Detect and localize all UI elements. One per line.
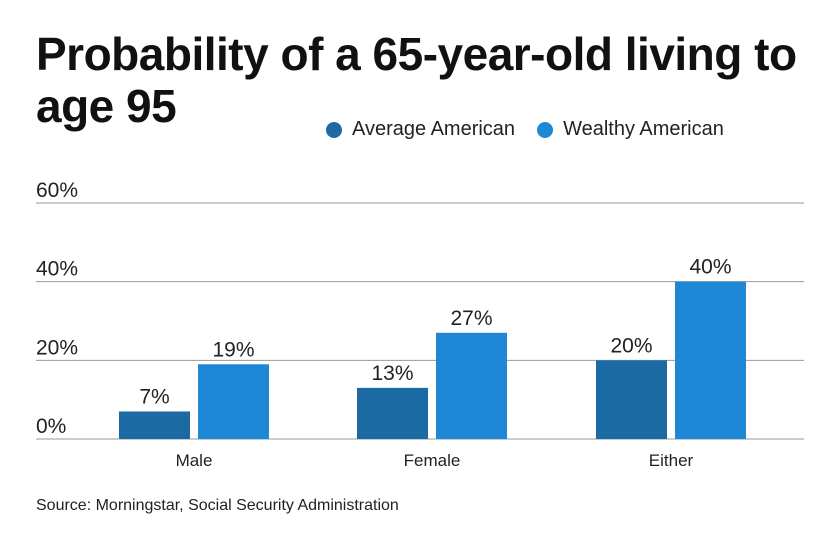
y-tick-label: 0% bbox=[36, 415, 66, 438]
legend-item-wealthy: Wealthy American bbox=[537, 118, 724, 141]
bar-wealthy bbox=[436, 332, 507, 439]
bar-average bbox=[357, 387, 428, 439]
data-label: 19% bbox=[212, 338, 254, 361]
legend-label-wealthy: Wealthy American bbox=[563, 118, 724, 140]
data-label: 13% bbox=[371, 362, 413, 385]
bar-average bbox=[119, 411, 190, 439]
y-tick-label: 40% bbox=[36, 258, 78, 281]
data-label: 40% bbox=[689, 256, 731, 279]
x-tick-label: Male bbox=[176, 451, 213, 470]
data-label: 7% bbox=[139, 385, 169, 408]
legend-swatch-average bbox=[326, 121, 342, 138]
y-tick-label: 20% bbox=[36, 336, 78, 359]
y-tick-label: 60% bbox=[36, 179, 78, 202]
data-label: 20% bbox=[610, 334, 652, 357]
bar-average bbox=[596, 360, 667, 439]
legend-label-average: Average American bbox=[352, 118, 516, 140]
legend-swatch-wealthy bbox=[537, 121, 554, 138]
bar-wealthy bbox=[675, 281, 746, 439]
x-tick-label: Either bbox=[649, 451, 694, 470]
legend-item-average: Average American bbox=[326, 118, 515, 141]
legend: Average American Wealthy American bbox=[326, 118, 746, 141]
chart-title: Probability of a 65-year-old living to a… bbox=[36, 28, 797, 132]
bar-wealthy bbox=[198, 364, 269, 439]
source-note: Source: Morningstar, Social Security Adm… bbox=[36, 497, 399, 514]
data-label: 27% bbox=[450, 307, 492, 330]
x-tick-label: Female bbox=[404, 451, 461, 470]
